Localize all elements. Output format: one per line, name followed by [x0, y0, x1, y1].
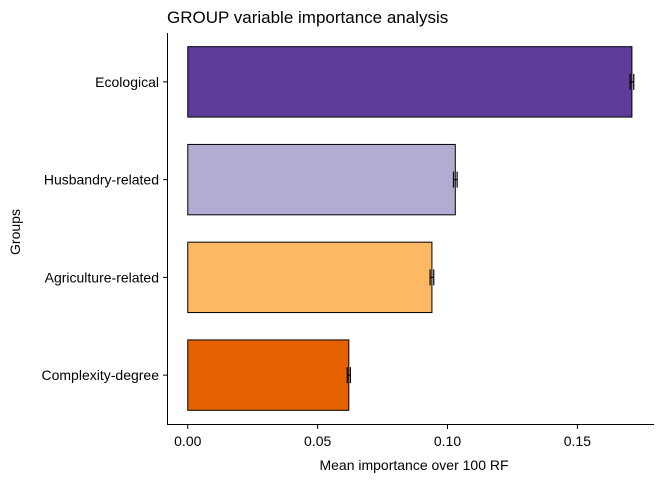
x-tick-label-2: 0.10 [434, 433, 461, 449]
chart-title: GROUP variable importance analysis [167, 8, 448, 27]
bar-complexity-degree [187, 339, 350, 411]
y-tick-label-ecological: Ecological [95, 74, 159, 90]
y-axis-title: Groups [7, 209, 23, 255]
y-tick-label-husbandry-related: Husbandry-related [44, 172, 159, 188]
bar-husbandry-related [187, 143, 456, 216]
y-tick-label-complexity-degree: Complexity-degree [42, 367, 160, 383]
x-tick-label-3: 0.15 [564, 433, 591, 449]
x-tick-label-1: 0.05 [304, 433, 331, 449]
y-tick-label-agriculture-related: Agriculture-related [45, 269, 159, 285]
bar-agriculture-related [187, 241, 433, 314]
bar-ecological [187, 46, 633, 118]
x-tick-label-0: 0.00 [174, 433, 201, 449]
x-axis-title: Mean importance over 100 RF [319, 457, 508, 473]
plot-area [187, 46, 635, 411]
